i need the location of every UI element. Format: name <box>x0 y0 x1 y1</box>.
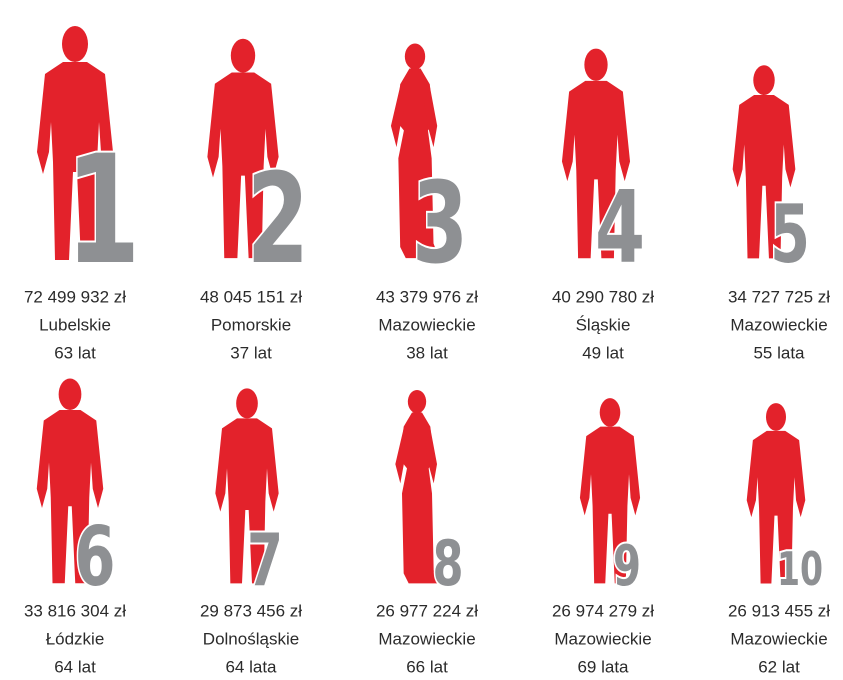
region: Dolnośląskie <box>203 629 299 648</box>
amount: 43 379 976 zł <box>376 287 478 306</box>
amount: 26 974 279 zł <box>552 601 654 620</box>
rank-number: 1 <box>65 123 140 297</box>
age: 64 lata <box>225 657 277 676</box>
amount: 34 727 725 zł <box>728 287 830 306</box>
age: 69 lata <box>577 657 629 676</box>
region: Mazowieckie <box>378 315 475 334</box>
region: Śląskie <box>576 315 631 334</box>
rank-number: 4 <box>595 169 645 286</box>
age: 49 lat <box>582 343 624 362</box>
rank-number: 6 <box>74 509 115 604</box>
rank-number: 7 <box>247 518 283 602</box>
amount: 40 290 780 zł <box>552 287 654 306</box>
age: 66 lat <box>406 657 448 676</box>
rank-number: 9 <box>613 533 641 598</box>
amount: 72 499 932 zł <box>24 287 126 306</box>
amount: 26 913 455 zł <box>728 601 830 620</box>
rank-number: 3 <box>412 159 468 290</box>
rank-number: 2 <box>247 146 310 292</box>
amount: 33 816 304 zł <box>24 601 126 620</box>
age: 64 lat <box>54 657 96 676</box>
age: 37 lat <box>230 343 272 362</box>
region: Lubelskie <box>39 315 111 334</box>
region: Pomorskie <box>211 315 291 334</box>
amount: 29 873 456 zł <box>200 601 302 620</box>
rank-number: 8 <box>432 528 463 600</box>
rank-number: 10 <box>777 544 823 597</box>
amount: 26 977 224 zł <box>376 601 478 620</box>
region: Mazowieckie <box>554 629 651 648</box>
age: 62 lat <box>758 657 800 676</box>
region: Mazowieckie <box>730 315 827 334</box>
region: Łódzkie <box>46 629 105 648</box>
region: Mazowieckie <box>730 629 827 648</box>
rank-number: 5 <box>770 189 810 282</box>
region: Mazowieckie <box>378 629 475 648</box>
age: 38 lat <box>406 343 448 362</box>
age: 63 lat <box>54 343 96 362</box>
age: 55 lata <box>753 343 805 362</box>
amount: 48 045 151 zł <box>200 287 302 306</box>
